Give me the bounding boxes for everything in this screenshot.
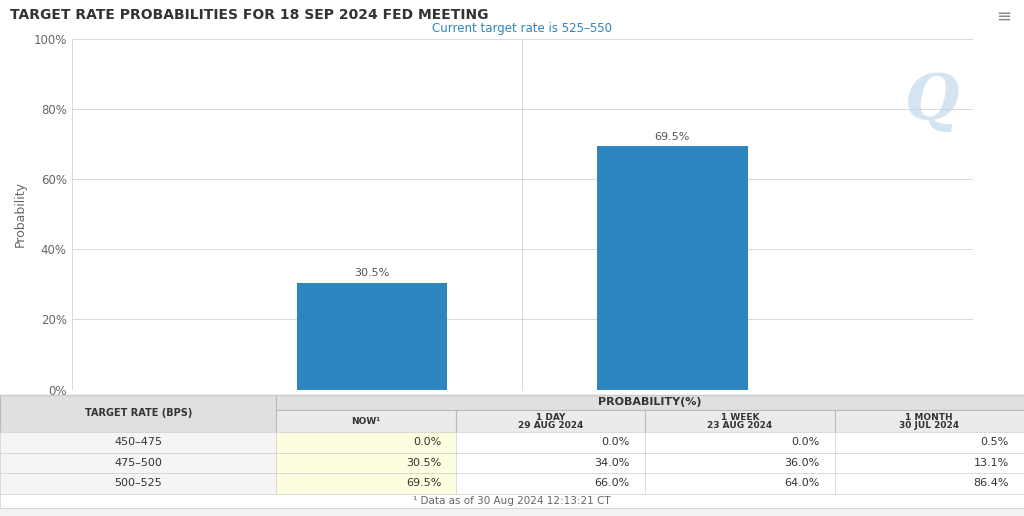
Text: NOW¹: NOW¹	[351, 416, 381, 426]
Text: 500–525: 500–525	[115, 478, 162, 489]
Text: 1 WEEK: 1 WEEK	[721, 413, 759, 422]
Text: 13.1%: 13.1%	[974, 458, 1009, 468]
Text: 30.5%: 30.5%	[354, 268, 390, 278]
Text: TARGET RATE (BPS): TARGET RATE (BPS)	[85, 408, 191, 418]
Text: 69.5%: 69.5%	[654, 132, 690, 141]
Text: 30.5%: 30.5%	[407, 458, 441, 468]
Text: 34.0%: 34.0%	[595, 458, 630, 468]
Text: 36.0%: 36.0%	[784, 458, 819, 468]
Text: PROBABILITY(%): PROBABILITY(%)	[598, 397, 702, 408]
Text: 29 AUG 2024: 29 AUG 2024	[518, 422, 583, 430]
Text: Q: Q	[905, 71, 959, 133]
Text: 66.0%: 66.0%	[595, 478, 630, 489]
Title: Current target rate is 525–550: Current target rate is 525–550	[432, 22, 612, 35]
Y-axis label: Probability: Probability	[13, 181, 27, 247]
Text: ¹ Data as of 30 Aug 2024 12:13:21 CT: ¹ Data as of 30 Aug 2024 12:13:21 CT	[414, 496, 610, 506]
Text: 0.0%: 0.0%	[602, 437, 630, 447]
Text: 0.5%: 0.5%	[981, 437, 1009, 447]
Text: ≡: ≡	[996, 8, 1012, 26]
Text: 0.0%: 0.0%	[792, 437, 819, 447]
Text: 450–475: 450–475	[115, 437, 162, 447]
X-axis label: Target Rate (in bps): Target Rate (in bps)	[461, 414, 584, 427]
Text: 23 AUG 2024: 23 AUG 2024	[708, 422, 772, 430]
Text: 69.5%: 69.5%	[406, 478, 441, 489]
Text: 30 JUL 2024: 30 JUL 2024	[899, 422, 959, 430]
Text: 475–500: 475–500	[115, 458, 162, 468]
Text: 1 MONTH: 1 MONTH	[905, 413, 953, 422]
Text: 64.0%: 64.0%	[784, 478, 819, 489]
Text: TARGET RATE PROBABILITIES FOR 18 SEP 2024 FED MEETING: TARGET RATE PROBABILITIES FOR 18 SEP 202…	[10, 8, 488, 22]
Bar	[597, 146, 748, 390]
Bar	[297, 283, 447, 390]
Text: 0.0%: 0.0%	[413, 437, 441, 447]
Text: 86.4%: 86.4%	[974, 478, 1009, 489]
Text: 1 DAY: 1 DAY	[536, 413, 565, 422]
